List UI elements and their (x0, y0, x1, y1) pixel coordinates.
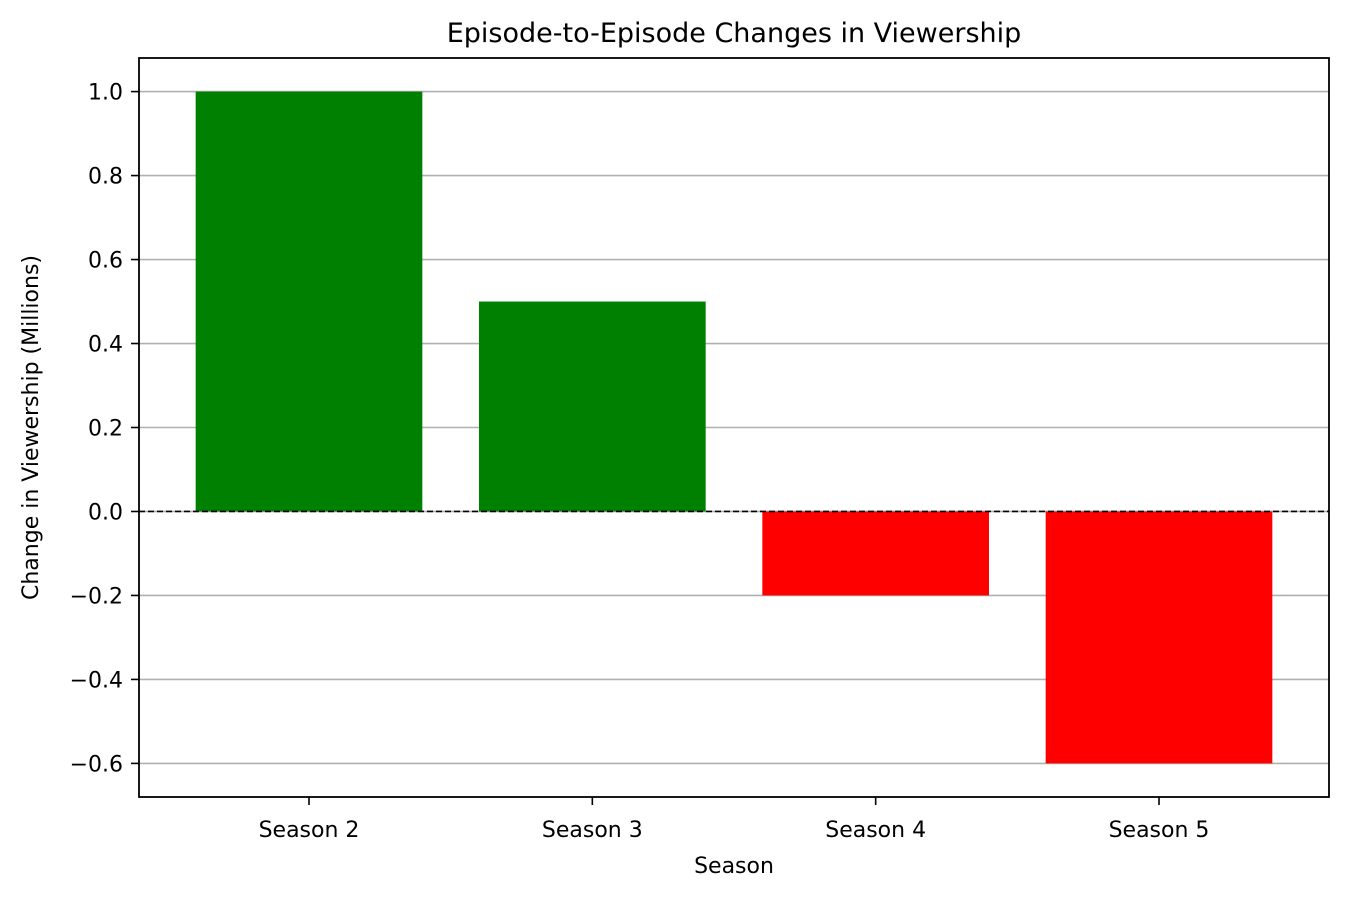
bar-season-5 (1045, 511, 1273, 764)
bar-season-4 (762, 511, 989, 596)
y-tick-label: 0.2 (88, 417, 123, 442)
y-tick-label: −0.6 (70, 752, 123, 777)
chart-title: Episode-to-Episode Changes in Viewership (447, 18, 1022, 49)
y-axis-title: Change in Viewership (Millions) (19, 255, 44, 600)
y-tick-label: −0.4 (70, 668, 123, 693)
bar-season-3 (479, 301, 706, 512)
bar-season-2 (195, 91, 423, 512)
y-tick-label: 0.4 (88, 333, 123, 358)
y-tick-label: −0.2 (70, 584, 123, 609)
y-tick-label: 0.0 (88, 500, 123, 525)
x-axis-ticks: Season 2 Season 3 Season 4 Season 5 (259, 797, 1210, 843)
x-tick-label: Season 4 (825, 818, 926, 843)
x-tick-label: Season 3 (542, 818, 643, 843)
x-axis-title: Season (694, 854, 774, 879)
x-tick-label: Season 2 (259, 818, 360, 843)
x-tick-label: Season 5 (1109, 818, 1210, 843)
y-axis-ticks: −0.6 −0.4 −0.2 0.0 0.2 0.4 0.6 0.8 1.0 (70, 81, 139, 777)
y-tick-label: 0.6 (88, 249, 123, 274)
y-tick-label: 1.0 (88, 81, 123, 106)
bars (195, 91, 1273, 764)
y-tick-label: 0.8 (88, 165, 123, 190)
